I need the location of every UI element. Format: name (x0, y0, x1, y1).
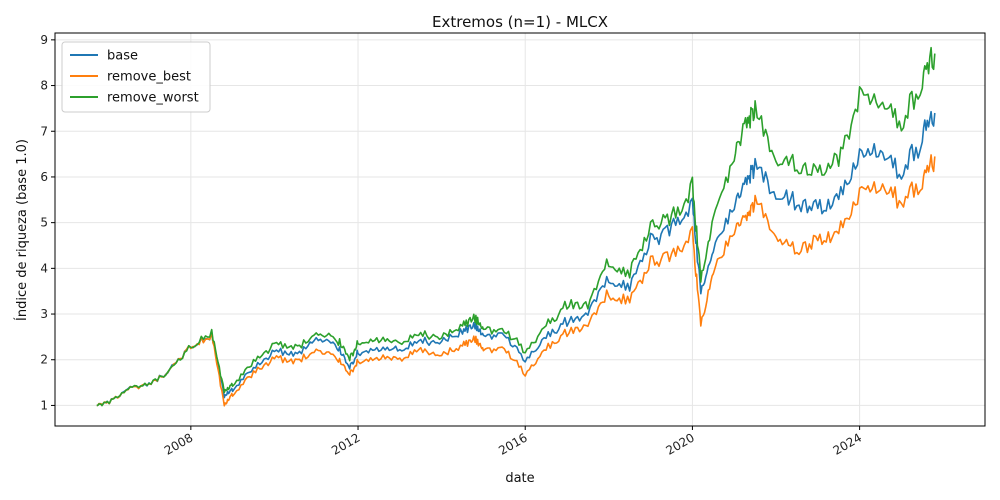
y-tick-label: 1 (40, 398, 48, 412)
series-line-remove-worst (96, 46, 936, 407)
legend-label-base: base (107, 49, 138, 64)
series-line-base (96, 110, 936, 407)
y-axis-title: Índice de riqueza (base 1.0) (14, 139, 30, 321)
y-tick-label: 8 (40, 79, 48, 93)
y-tick-label: 4 (40, 261, 48, 275)
plot-frame (54, 32, 986, 427)
chart-title: Extremos (n=1) - MLCX (432, 13, 608, 31)
legend: base remove_best remove_worst (61, 41, 211, 113)
y-tick-label: 5 (40, 216, 48, 230)
y-tick-label: 7 (40, 124, 48, 138)
legend-box (61, 41, 211, 113)
legend-label-remove-worst: remove_worst (107, 91, 199, 106)
y-tick-label: 9 (40, 33, 48, 47)
x-axis-title: date (505, 471, 534, 486)
y-tick-label: 2 (40, 353, 48, 367)
legend-label-remove-best: remove_best (107, 70, 191, 85)
y-tick-label: 3 (40, 307, 48, 321)
series-line-remove-best (96, 154, 936, 407)
y-ticks: 1 2 3 4 5 6 7 8 9 (40, 33, 55, 412)
series-layer (96, 46, 936, 407)
y-tick-label: 6 (40, 170, 48, 184)
